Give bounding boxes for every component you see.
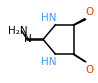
Text: HN: HN xyxy=(41,57,57,67)
Text: O: O xyxy=(85,65,93,75)
Text: N: N xyxy=(24,34,31,44)
Text: O: O xyxy=(85,7,93,17)
Text: H₂N: H₂N xyxy=(8,26,27,36)
Text: HN: HN xyxy=(41,13,57,23)
